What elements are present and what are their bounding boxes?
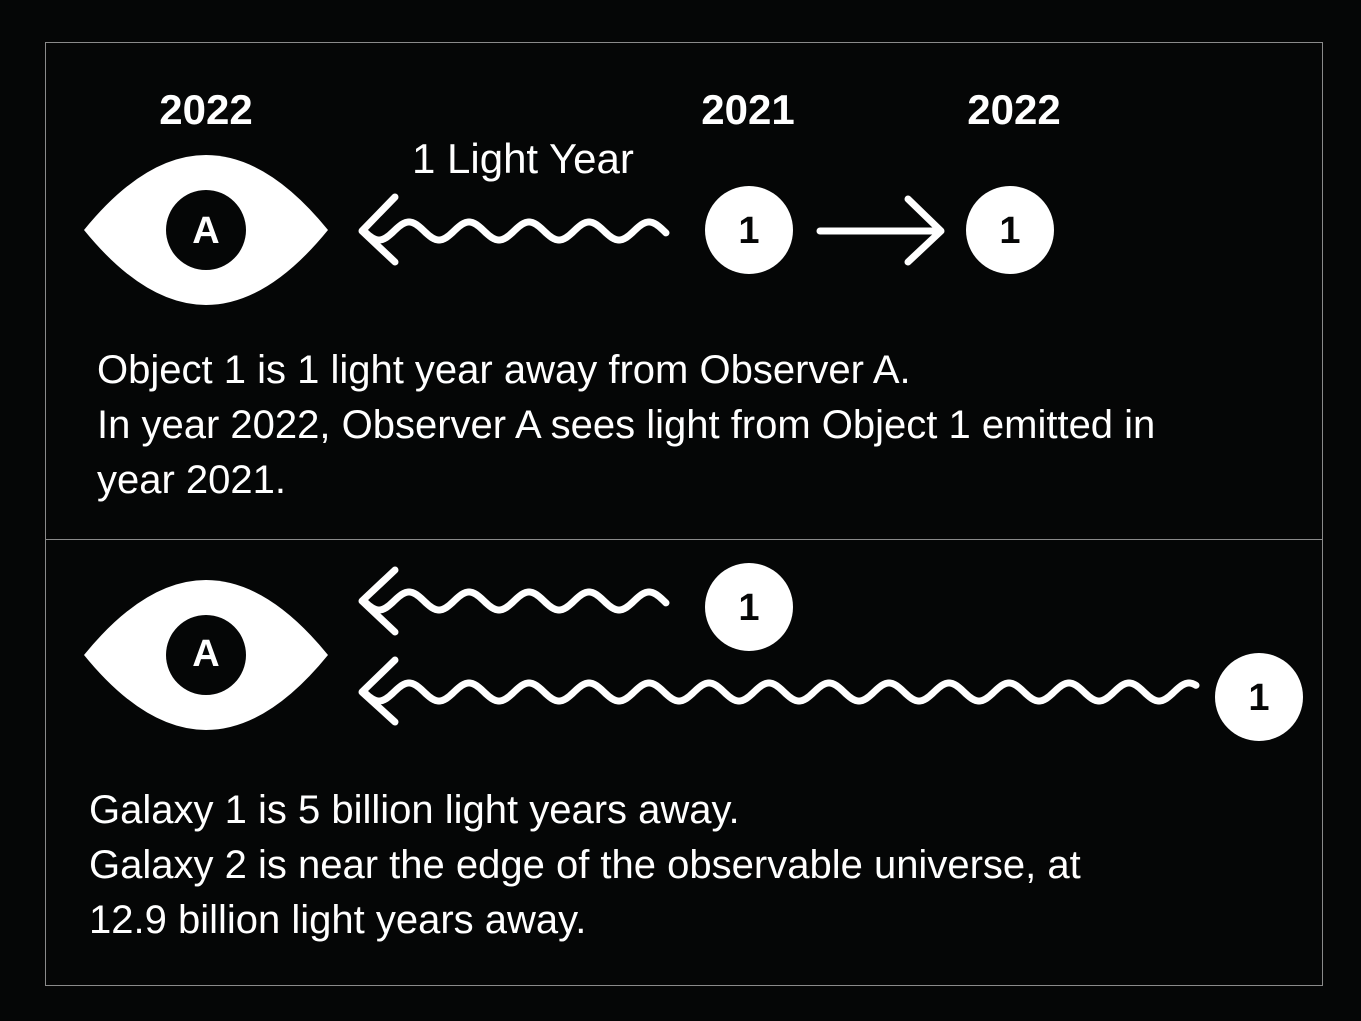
- galaxy-2-number: 1: [1248, 677, 1269, 719]
- description-line: Object 1 is 1 light year away from Obser…: [97, 348, 911, 392]
- description-line: In year 2022, Observer A sees light from…: [97, 403, 1156, 447]
- observer-year-label: 2022: [159, 86, 253, 133]
- panel2-description: Galaxy 1 is 5 billion light years away. …: [89, 783, 1081, 948]
- arrowhead-icon: [358, 566, 399, 636]
- light-wave-arrow-top: [358, 193, 670, 266]
- observer-letter-bottom: A: [192, 633, 219, 675]
- arrowhead-icon: [358, 656, 399, 726]
- diagram-frame: [45, 42, 1323, 986]
- object-later-number: 1: [999, 210, 1020, 252]
- panel-divider: [45, 539, 1323, 540]
- observer-eye-icon-bottom: A: [84, 580, 328, 730]
- arrowhead-icon: [358, 193, 399, 266]
- emit-year-label: 2021: [701, 86, 795, 133]
- description-line: Galaxy 2 is near the edge of the observa…: [89, 843, 1081, 887]
- object-number: 1: [738, 210, 759, 252]
- galaxy-1-number: 1: [738, 587, 759, 629]
- observer-eye-icon-top: A: [84, 155, 328, 305]
- observer-letter: A: [192, 210, 219, 252]
- description-line: 12.9 billion light years away.: [89, 898, 587, 942]
- light-wave-line: [360, 218, 670, 244]
- description-line: year 2021.: [97, 458, 287, 502]
- light-wave-arrow-galaxy-2: [358, 656, 1200, 726]
- light-wave-line: [360, 588, 670, 614]
- light-wave-line: [360, 679, 1200, 705]
- galaxy-2-circle: 1: [1215, 653, 1303, 741]
- distance-label: 1 Light Year: [412, 135, 634, 182]
- panel1-description: Object 1 is 1 light year away from Obser…: [97, 343, 1155, 508]
- light-wave-arrow-galaxy-1: [358, 566, 670, 636]
- straight-arrow-icon: [816, 195, 945, 266]
- galaxy-1-circle: 1: [705, 563, 793, 651]
- object-1-circle-2022: 1: [966, 186, 1054, 274]
- later-year-label: 2022: [967, 86, 1061, 133]
- description-line: Galaxy 1 is 5 billion light years away.: [89, 788, 740, 832]
- object-1-circle-2021: 1: [705, 186, 793, 274]
